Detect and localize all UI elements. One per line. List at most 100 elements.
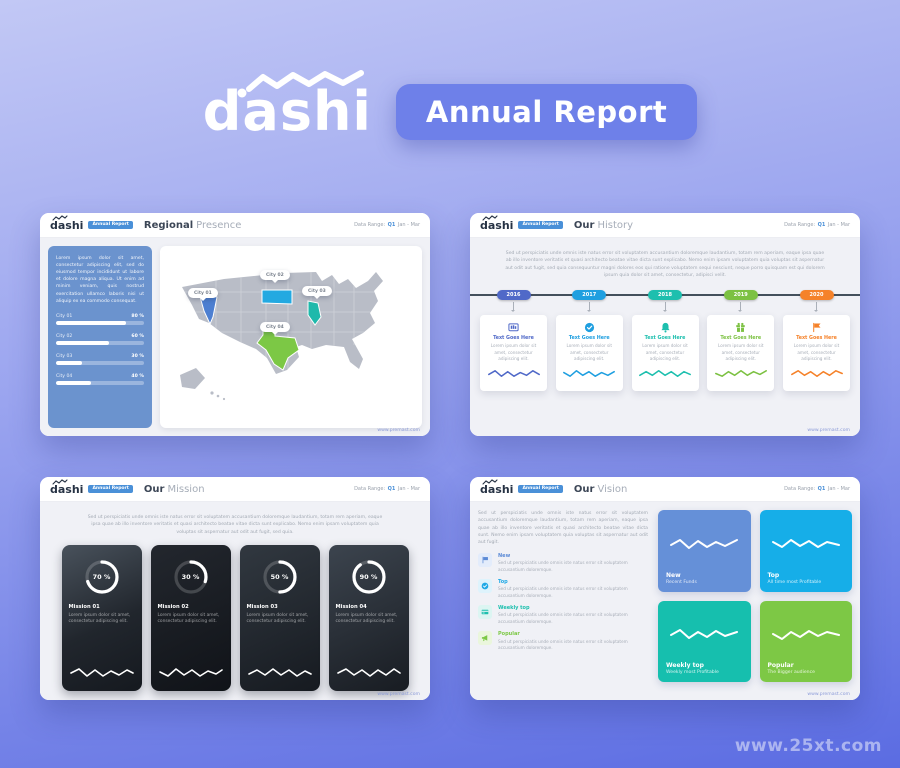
progress-ring: 30 % [171,557,211,597]
timeline-card: Text Goes Here Lorem ipsum dolor sit ame… [707,315,775,392]
vision-item: Top Sed ut perspiciatis unde omnis iste … [478,578,648,599]
sparkline [69,665,135,684]
progress-ring: 50 % [260,557,300,597]
slide-header: dashi Annual Report Regional Presence Dat… [40,213,430,238]
mission-card: 50 % Mission 03 Lorem ipsum dolor sit am… [239,545,320,692]
progress-track [56,341,144,345]
sparkline [158,665,224,684]
city-progress-row: City 02 60 % [56,334,144,345]
city-label: City 01 [56,313,73,319]
vision-item: Weekly top Sed ut perspiciatis unde omni… [478,604,648,625]
vision-item-title: Popular [498,631,520,637]
timeline-card-title: Text Goes Here [493,336,534,342]
us-alaska [180,368,205,389]
timeline-card: Text Goes Here Lorem ipsum dolor sit ame… [783,315,850,392]
slide-logo-badge: Annual Report [88,220,133,230]
slide-footer-url: www.premast.com [807,692,850,697]
vision-intro-text: Sed ut perspiciatis unde omnis iste natu… [478,511,648,546]
map-label-city-03: City 03 [302,286,332,299]
city-value: 40 % [131,373,144,379]
vision-card-subtitle: Weekly most Profitable [666,670,719,675]
timeline-card-text: Lorem ipsum dolor sit amet, consectetur … [793,343,840,361]
timeline-card-title: Text Goes Here [720,336,762,342]
map-label-city-02: City 02 [260,270,290,283]
progress-value: 70 % [92,573,111,582]
vision-card: Popular The Bigger audience [759,600,852,682]
history-intro-text: Sed ut perspiciatis unde omnis iste natu… [505,251,825,279]
page-header: dashi Annual Report [0,70,900,140]
timeline-event: 2017 Text Goes Here Lorem ipsum dolor si… [555,290,623,392]
mission-title: Mission 01 [68,604,100,611]
vision-card: New Recent Funds [658,510,751,592]
mission-text: Lorem ipsum dolor sit amet, consectetur … [157,612,220,625]
zigzag-logo-icon [52,478,68,485]
timeline-card-text: Lorem ipsum dolor sit amet, consectetur … [642,343,688,361]
vision-item: Popular Sed ut perspiciatis unde omnis i… [478,631,648,651]
vision-card: Weekly top Weekly most Profitable [658,600,751,682]
city-value: 80 % [131,313,144,319]
kanban-icon [485,322,542,333]
progress-fill [56,321,127,325]
vision-cards-grid: New Recent Funds Top All time most Profi… [658,510,852,692]
bell-icon [637,322,694,333]
progress-fill [56,381,92,385]
vision-card-subtitle: The Bigger audience [767,670,815,675]
sparkline [637,365,694,384]
timeline-connector [662,302,667,313]
slide-header: dashi Annual Report Our Mission Data Rang… [40,477,430,502]
timeline-connector [814,302,818,313]
sparkline [247,665,313,684]
year-badge: 2019 [723,290,758,301]
slide-title: Our Mission [143,483,205,495]
state-city-02 [261,289,293,305]
timeline-event: 2019 Text Goes Here Lorem ipsum dolor si… [707,290,775,392]
sparkline [768,517,845,572]
vision-item-title: New [498,552,511,559]
timeline-connector [511,302,515,313]
badge-check-icon [561,322,618,333]
city-progress-row: City 04 40 % [56,374,144,385]
slide-logo-badge: Annual Report [518,220,563,230]
mission-text: Lorem ipsum dolor sit amet, consectetur … [335,612,398,625]
zigzag-logo-icon [482,478,498,485]
progress-fill [56,361,83,365]
mission-card: 30 % Mission 02 Lorem ipsum dolor sit am… [150,545,231,692]
slide-dashi-logo: dashi [480,478,513,495]
zigzag-logo-icon [237,70,364,98]
vision-card-title: New [666,571,681,579]
mission-text: Lorem ipsum dolor sit amet, consectetur … [68,612,131,625]
usa-map [180,272,383,401]
watermark: www.25xt.com [734,736,882,756]
year-badge: 2016 [496,290,531,301]
vision-item-text: Sed ut perspiciatis unde omnis iste natu… [498,612,628,624]
timeline-card: Text Goes Here Lorem ipsum dolor sit ame… [555,315,623,392]
slide-regional-presence: dashi Annual Report Regional Presence Dat… [40,213,430,436]
city-progress-row: City 03 30 % [56,354,144,365]
city-label: City 02 [56,333,73,339]
mission-title: Mission 04 [335,604,367,611]
sparkline [788,365,845,384]
slide-footer-url: www.premast.com [377,428,420,433]
dashi-logo: dashi [203,70,372,139]
annual-report-badge: Annual Report [395,84,698,140]
zigzag-logo-icon [482,214,498,221]
timeline-event: 2016 Text Goes Here Lorem ipsum dolor si… [480,290,547,392]
card-icon [478,604,492,619]
progress-track [56,321,144,325]
data-range: Data Range: Q1 Jan - Mar [784,486,850,492]
vision-item-text: Sed ut perspiciatis unde omnis iste natu… [498,560,628,572]
slide-dashi-logo: dashi [50,478,83,495]
sparkline [666,517,743,572]
vision-item-title: Top [498,578,508,585]
timeline-card-title: Text Goes Here [644,336,686,342]
region-intro-text: Lorem ipsum dolor sit amet, consectetur … [56,256,144,304]
progress-track [56,361,144,365]
timeline-card-text: Lorem ipsum dolor sit amet, consectetur … [718,343,764,361]
map-label-city-01: City 01 [188,288,218,301]
progress-ring: 70 % [82,557,122,597]
data-range: Data Range: Q1 Jan - Mar [354,222,420,228]
progress-ring: 90 % [349,557,389,597]
sparkline [485,365,542,384]
progress-track [56,381,144,385]
megaphone-icon [478,631,492,645]
